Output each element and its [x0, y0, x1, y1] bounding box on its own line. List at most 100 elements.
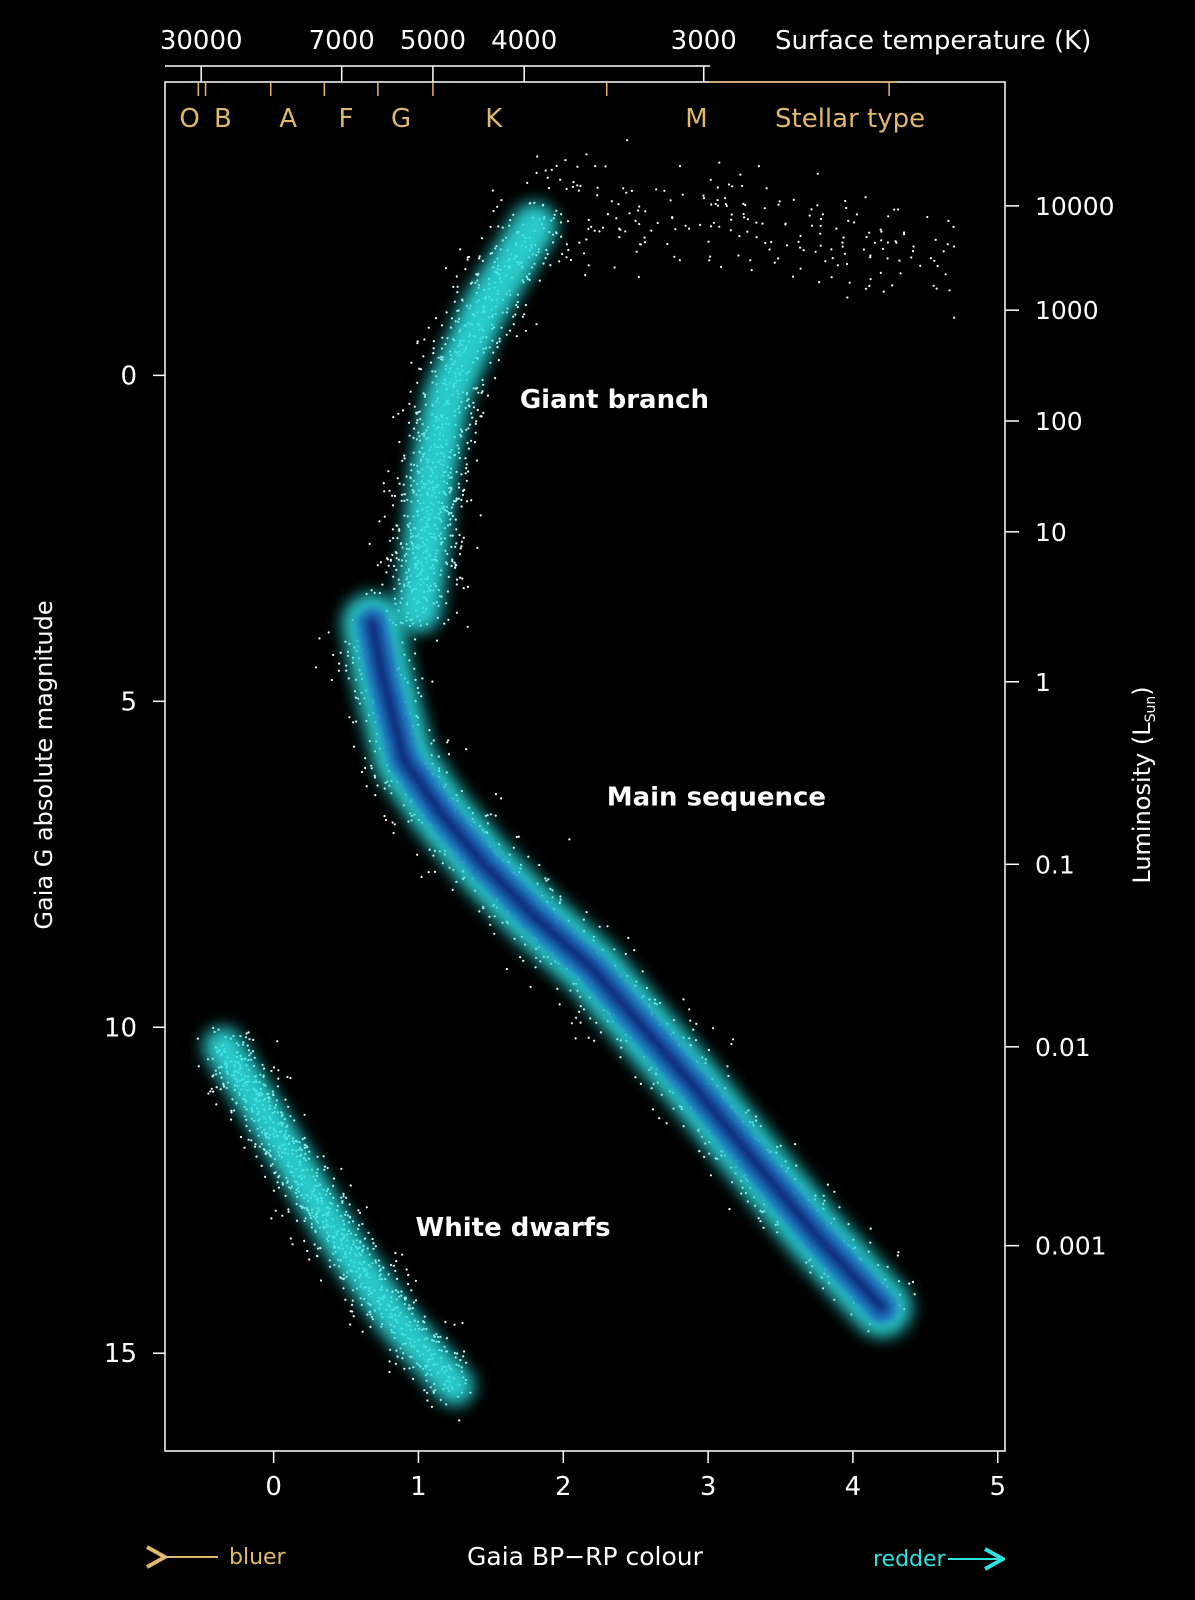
- star-point: [385, 819, 387, 821]
- star-point: [545, 169, 547, 171]
- star-point: [389, 540, 391, 542]
- star-point: [403, 484, 405, 486]
- star-point: [891, 284, 893, 286]
- star-point: [446, 741, 448, 743]
- star-point: [578, 190, 580, 192]
- star-point: [277, 1069, 279, 1071]
- star-point: [730, 229, 732, 231]
- star-point: [281, 1215, 283, 1217]
- star-point: [396, 525, 398, 527]
- star-point: [464, 457, 466, 459]
- star-point: [571, 1022, 573, 1024]
- star-point: [401, 500, 403, 502]
- star-point: [320, 1279, 322, 1281]
- star-point: [688, 1008, 690, 1010]
- star-point: [338, 670, 340, 672]
- luminosity-label-end: ): [1128, 686, 1156, 695]
- stellar-type-G: G: [391, 104, 411, 134]
- x-axis-bottom: 012345: [265, 1451, 1006, 1502]
- star-point: [948, 289, 950, 291]
- star-point: [323, 1169, 325, 1171]
- star-point: [458, 483, 460, 485]
- star-point: [454, 566, 456, 568]
- star-point: [638, 223, 640, 225]
- x-tick-label: 4: [845, 1472, 862, 1502]
- star-point: [899, 272, 901, 274]
- star-point: [588, 219, 590, 221]
- star-point: [403, 500, 405, 502]
- temperature-tick-label: 3000: [671, 26, 737, 56]
- star-point: [908, 1283, 910, 1285]
- star-point: [289, 1115, 291, 1117]
- star-point: [525, 304, 527, 306]
- star-point: [500, 199, 502, 201]
- star-point: [500, 797, 502, 799]
- star-point: [717, 199, 719, 201]
- star-point: [897, 1251, 899, 1253]
- star-point: [658, 1117, 660, 1119]
- star-point: [458, 498, 460, 500]
- star-point: [576, 166, 578, 168]
- star-point: [728, 183, 730, 185]
- star-point: [489, 362, 491, 364]
- star-point: [422, 355, 424, 357]
- star-point: [350, 1184, 352, 1186]
- star-point: [465, 472, 467, 474]
- star-point: [758, 165, 760, 167]
- star-point: [542, 262, 544, 264]
- star-point: [560, 221, 562, 223]
- star-point: [551, 889, 553, 891]
- star-point: [398, 530, 400, 532]
- star-point: [842, 246, 844, 248]
- star-point: [393, 832, 395, 834]
- star-point: [774, 262, 776, 264]
- star-point: [666, 1122, 668, 1124]
- star-point: [522, 960, 524, 962]
- star-point: [401, 460, 403, 462]
- star-point: [426, 1399, 428, 1401]
- star-point: [746, 231, 748, 233]
- star-point: [525, 330, 527, 332]
- star-point: [369, 1326, 371, 1328]
- star-point: [481, 415, 483, 417]
- star-point: [393, 565, 395, 567]
- star-point: [712, 1027, 714, 1029]
- star-point: [674, 228, 676, 230]
- star-point: [578, 242, 580, 244]
- star-point: [308, 1258, 310, 1260]
- star-point: [331, 679, 333, 681]
- star-point: [820, 245, 822, 247]
- star-point: [254, 1146, 256, 1148]
- annotation-label: Giant branch: [520, 385, 709, 415]
- star-point: [458, 1419, 460, 1421]
- star-point: [395, 1260, 397, 1262]
- annotation-label: White dwarfs: [416, 1213, 611, 1243]
- star-point: [324, 1166, 326, 1168]
- star-point: [626, 139, 628, 141]
- star-point: [887, 257, 889, 259]
- star-point: [565, 256, 567, 258]
- star-point: [392, 504, 394, 506]
- star-point: [459, 553, 461, 555]
- star-point: [355, 697, 357, 699]
- star-point: [844, 200, 846, 202]
- star-point: [290, 1237, 292, 1239]
- star-point: [487, 395, 489, 397]
- y-tick-label: 5: [120, 687, 137, 717]
- star-point: [615, 217, 617, 219]
- star-point: [392, 576, 394, 578]
- star-point: [710, 1174, 712, 1176]
- luminosity-tick-label: 0.001: [1035, 1232, 1107, 1261]
- star-point: [625, 953, 627, 955]
- star-point: [679, 165, 681, 167]
- star-point: [512, 316, 514, 318]
- star-point: [246, 1125, 248, 1127]
- star-point: [250, 1139, 252, 1141]
- star-point: [482, 379, 484, 381]
- star-point: [395, 551, 397, 553]
- star-point: [683, 1125, 685, 1127]
- star-point: [470, 412, 472, 414]
- star-point: [355, 720, 357, 722]
- star-point: [580, 1022, 582, 1024]
- star-point: [926, 216, 928, 218]
